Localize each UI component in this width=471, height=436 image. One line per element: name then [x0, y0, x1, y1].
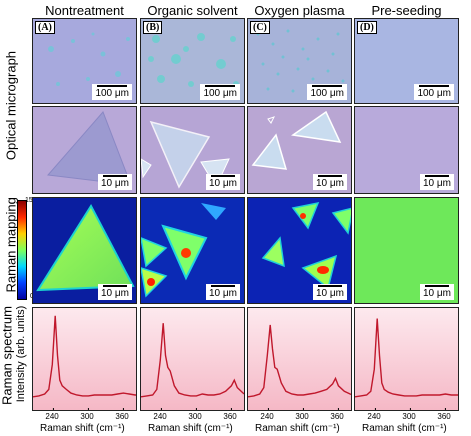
scale-bar: 10 μm	[420, 174, 454, 190]
spectrum-chart	[141, 323, 244, 410]
spectrum-line	[248, 324, 351, 398]
x-tick-label: 300	[402, 412, 416, 421]
x-tick-label: 300	[188, 412, 202, 421]
x-tick-label: 300	[295, 412, 309, 421]
scale-bar: 10 μm	[420, 284, 454, 300]
x-tick-label: 300	[80, 412, 94, 421]
scale-bar: 10 μm	[206, 174, 240, 190]
x-tick-label: 360	[223, 412, 237, 421]
spectrum-b	[140, 307, 245, 411]
colorbar: 150 000 0	[17, 197, 50, 300]
x-tick-label: 360	[330, 412, 344, 421]
optical-low-b: (B) 100 μm	[140, 18, 245, 104]
mapping-b: 10 μm	[140, 197, 245, 304]
x-tick-label: 240	[45, 412, 59, 421]
spectrum-c	[247, 307, 352, 411]
column-title-a: Nontreatment	[45, 3, 124, 18]
scale-bar: 10 μm	[206, 284, 240, 300]
scale-bar: 10 μm	[98, 284, 132, 300]
x-axis-label: Raman shift (cm⁻¹)	[255, 423, 340, 434]
scale-bar: 100 μm	[200, 84, 240, 100]
x-axis-label: Raman shift (cm⁻¹)	[40, 423, 125, 434]
mapping-d: 10 μm	[354, 197, 459, 304]
spectrum-line	[355, 318, 458, 398]
scale-bar: 100 μm	[307, 84, 347, 100]
optical-low-d: (D) 100 μm	[354, 18, 459, 104]
spectrum-chart	[248, 324, 351, 410]
triangle-crystal	[47, 111, 132, 186]
optical-high-c: 10 μm	[247, 106, 352, 194]
scale-bar: 10 μm	[313, 284, 347, 300]
mapping-c: 10 μm	[247, 197, 352, 304]
x-tick-label: 360	[437, 412, 451, 421]
scale-bar: 100 μm	[92, 84, 132, 100]
mapping-triangle	[36, 204, 135, 292]
scale-bar: 100 μm	[414, 84, 454, 100]
x-axis-label: Raman shift (cm⁻¹)	[148, 423, 233, 434]
row-label-spectrum: Raman spectrum	[0, 306, 15, 405]
row-label-optical: Optical micrograph	[3, 50, 19, 161]
spectrum-chart	[355, 318, 458, 410]
spectrum-d	[354, 307, 459, 411]
optical-low-c: (C) 100 μm	[247, 18, 352, 104]
optical-high-a: 10 μm	[32, 106, 137, 194]
optical-low-a: (A) 100 μm	[32, 18, 137, 104]
spectrum-chart	[33, 315, 136, 410]
mapping-a: 10 μm	[32, 197, 137, 304]
column-title-b: Organic solvent	[147, 3, 238, 18]
panel-letter-b: (B)	[143, 21, 163, 34]
colorbar-gradient	[17, 200, 27, 300]
row-label-intensity: Intensity (arb. units)	[15, 305, 27, 403]
spectrum-a	[32, 307, 137, 411]
spectrum-line	[33, 315, 136, 398]
spectrum-line	[141, 323, 244, 398]
x-tick-label: 240	[260, 412, 274, 421]
optical-high-b: 10 μm	[140, 106, 245, 194]
mapping-triangles	[261, 201, 351, 290]
mapping-triangles	[141, 203, 226, 298]
scale-bar: 10 μm	[98, 174, 132, 190]
triangle-crystals	[251, 110, 342, 170]
panel-letter-c: (C)	[250, 21, 270, 34]
x-tick-label: 240	[367, 412, 381, 421]
column-title-d: Pre-seeding	[371, 3, 442, 18]
triangle-crystals	[141, 120, 230, 189]
x-axis-label: Raman shift (cm⁻¹)	[362, 423, 447, 434]
panel-letter-a: (A)	[35, 21, 55, 34]
crystal-dots	[48, 32, 130, 86]
panel-letter-d: (D)	[357, 21, 377, 34]
scale-bar: 10 μm	[313, 174, 347, 190]
colorbar-zero: 0	[30, 293, 34, 300]
x-tick-label: 240	[153, 412, 167, 421]
optical-high-d: 10 μm	[354, 106, 459, 194]
column-title-c: Oxygen plasma	[254, 3, 345, 18]
x-tick-label: 360	[115, 412, 129, 421]
